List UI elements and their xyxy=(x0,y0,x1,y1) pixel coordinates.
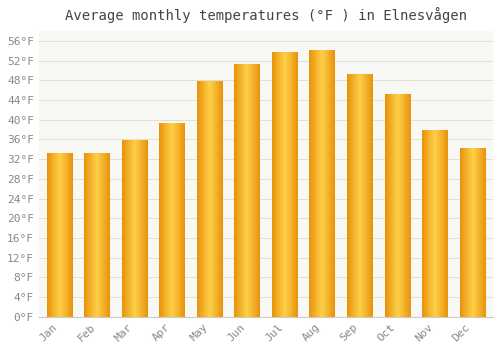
Title: Average monthly temperatures (°F ) in Elnesvågen: Average monthly temperatures (°F ) in El… xyxy=(65,7,467,23)
